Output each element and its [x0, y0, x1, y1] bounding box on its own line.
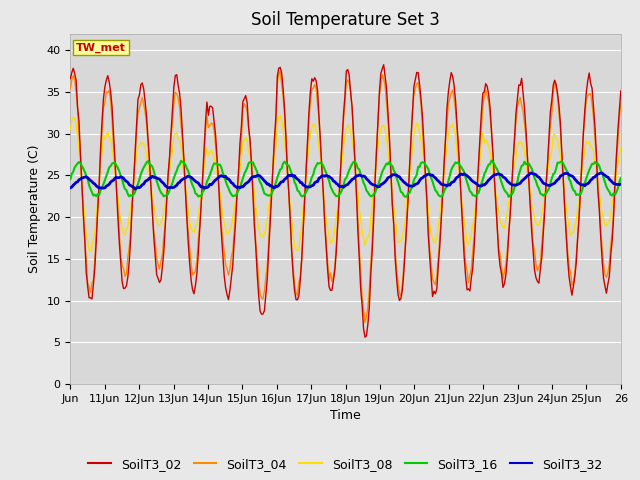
SoilT3_16 [67, 176, 74, 182]
Line: SoilT3_32: SoilT3_32 [70, 173, 621, 189]
SoilT3_16 [617, 175, 625, 181]
SoilT3_08 [353, 175, 360, 180]
SoilT3_02 [461, 273, 469, 278]
SoilT3_16 [488, 158, 495, 164]
SoilT3_02 [102, 77, 110, 83]
SoilT3_16 [543, 188, 551, 194]
SoilT3_32 [102, 183, 110, 189]
SoilT3_04 [351, 160, 359, 166]
SoilT3_02 [349, 130, 357, 135]
SoilT3_04 [102, 89, 110, 95]
SoilT3_04 [276, 69, 284, 75]
SoilT3_02 [616, 108, 623, 114]
SoilT3_08 [85, 247, 93, 253]
SoilT3_32 [351, 174, 359, 180]
SoilT3_08 [67, 127, 74, 132]
SoilT3_32 [616, 182, 623, 188]
SoilT3_32 [460, 171, 468, 177]
SoilT3_16 [505, 194, 513, 200]
SoilT3_08 [543, 172, 551, 178]
SoilT3_08 [104, 129, 111, 135]
SoilT3_04 [85, 284, 93, 289]
SoilT3_04 [361, 320, 369, 325]
Legend: SoilT3_02, SoilT3_04, SoilT3_08, SoilT3_16, SoilT3_32: SoilT3_02, SoilT3_04, SoilT3_08, SoilT3_… [83, 453, 608, 476]
SoilT3_32 [67, 185, 74, 191]
SoilT3_08 [617, 145, 625, 151]
SoilT3_02 [67, 76, 74, 82]
SoilT3_32 [131, 186, 139, 192]
SoilT3_02 [380, 62, 388, 68]
Y-axis label: Soil Temperature (C): Soil Temperature (C) [28, 144, 41, 273]
SoilT3_08 [86, 248, 94, 254]
SoilT3_32 [542, 181, 550, 187]
SoilT3_04 [543, 163, 551, 168]
SoilT3_32 [617, 181, 625, 187]
Text: TW_met: TW_met [76, 42, 126, 53]
SoilT3_16 [459, 167, 467, 172]
SoilT3_02 [617, 88, 625, 94]
SoilT3_32 [85, 176, 93, 182]
Line: SoilT3_16: SoilT3_16 [70, 161, 621, 197]
X-axis label: Time: Time [330, 409, 361, 422]
SoilT3_02 [543, 161, 551, 167]
SoilT3_32 [598, 170, 606, 176]
Title: Soil Temperature Set 3: Soil Temperature Set 3 [251, 11, 440, 29]
SoilT3_16 [349, 159, 357, 165]
Line: SoilT3_02: SoilT3_02 [70, 65, 621, 337]
Line: SoilT3_04: SoilT3_04 [70, 72, 621, 323]
SoilT3_16 [85, 182, 93, 188]
SoilT3_04 [617, 101, 625, 107]
SoilT3_04 [461, 260, 469, 266]
SoilT3_16 [102, 173, 110, 179]
Line: SoilT3_08: SoilT3_08 [70, 116, 621, 251]
SoilT3_04 [67, 85, 74, 91]
SoilT3_08 [276, 113, 284, 119]
SoilT3_02 [85, 295, 93, 300]
SoilT3_02 [361, 335, 369, 340]
SoilT3_04 [616, 115, 623, 120]
SoilT3_08 [616, 152, 623, 158]
SoilT3_16 [616, 180, 623, 185]
SoilT3_08 [461, 229, 469, 235]
